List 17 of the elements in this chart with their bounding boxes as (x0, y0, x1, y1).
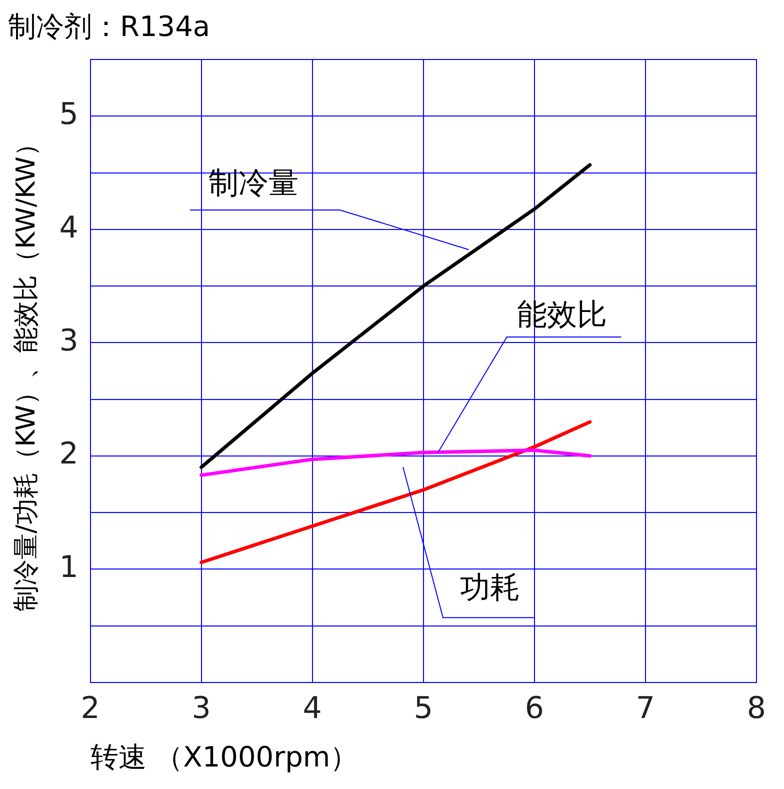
text: 功耗 (460, 570, 520, 606)
y-tick-label: 1 (59, 550, 78, 585)
x-tick-label: 6 (524, 691, 544, 726)
y-tick-label: 3 (59, 323, 78, 358)
x-tick-label: 8 (746, 691, 766, 726)
y-tick-label: 4 (59, 210, 78, 246)
x-tick-label: 5 (414, 691, 433, 726)
x-tick-label: 2 (80, 691, 100, 726)
chart-title: 制冷剂：R134a (8, 10, 210, 44)
x-tick-label: 3 (192, 691, 211, 726)
y-tick-label: 5 (59, 97, 78, 132)
x-axis-title: 转速 （X1000rpm） (90, 740, 358, 774)
y-tick-label: 2 (59, 436, 78, 472)
y-axis-title: 制冷量/功耗（KW）、能效比（KW/KW） (11, 130, 42, 612)
x-tick-label: 4 (302, 691, 322, 726)
x-tick-label: 7 (636, 691, 655, 726)
text: 制冷量 (208, 166, 298, 202)
